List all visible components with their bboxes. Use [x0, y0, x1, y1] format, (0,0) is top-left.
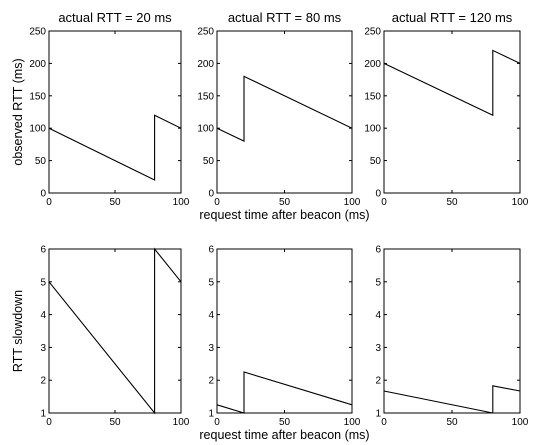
x-tick-label: 0: [214, 197, 220, 208]
plot-frame: [383, 30, 521, 194]
y-tick-label: 6: [208, 245, 214, 256]
x-tick-label: 100: [173, 417, 190, 428]
series-line: [216, 75, 353, 143]
y-tick-label: 200: [197, 59, 214, 70]
x-tick-label: 50: [446, 197, 458, 208]
y-tick-label: 1: [375, 409, 381, 420]
y-tick-label: 3: [40, 343, 46, 354]
plot-frame: [216, 248, 353, 414]
chart-title: actual RTT = 80 ms: [228, 10, 342, 25]
chart-panel-5: 0 50 100 1 2 3 4 5 6 request time after beacon (m…: [199, 245, 369, 443]
chart-panel-3: 0 50 100 0 50 100 150 200 250 actual RTT = 120 ms: [364, 10, 528, 208]
y-tick-label: 250: [29, 27, 46, 38]
y-tick-label: 2: [40, 376, 46, 387]
chart-panel-4: 0 50 100 1 2 3 4 5 6 RTT slowdown: [11, 245, 190, 429]
x-axis-title: request time after beacon (ms): [199, 428, 369, 442]
y-tick-label: 0: [375, 189, 381, 200]
y-axis-title: observed RTT (ms): [11, 58, 25, 165]
y-tick-label: 3: [375, 343, 381, 354]
y-tick-label: 100: [29, 124, 46, 135]
x-tick-label: 50: [279, 417, 291, 428]
y-tick-label: 200: [29, 59, 46, 70]
x-tick-label: 0: [46, 197, 52, 208]
y-tick-label: 5: [208, 277, 214, 288]
x-tick-label: 100: [512, 417, 529, 428]
y-tick-label: 5: [40, 277, 46, 288]
y-tick-label: 3: [208, 343, 214, 354]
y-tick-label: 200: [364, 59, 381, 70]
x-tick-label: 50: [446, 417, 458, 428]
y-tick-label: 4: [40, 310, 46, 321]
x-tick-label: 0: [381, 197, 387, 208]
y-tick-label: 6: [375, 245, 381, 256]
series-line: [383, 49, 521, 117]
y-tick-label: 250: [364, 27, 381, 38]
x-tick-label: 100: [512, 197, 529, 208]
y-tick-label: 50: [203, 156, 215, 167]
y-tick-label: 2: [375, 376, 381, 387]
y-tick-label: 100: [364, 124, 381, 135]
y-tick-label: 1: [208, 409, 214, 420]
x-tick-label: 0: [46, 417, 52, 428]
y-tick-label: 4: [208, 310, 214, 321]
x-tick-label: 0: [381, 417, 387, 428]
y-tick-label: 6: [40, 245, 46, 256]
plot-frame: [216, 30, 353, 194]
y-tick-label: 150: [29, 91, 46, 102]
plot-frame: [48, 30, 182, 194]
y-tick-label: 250: [197, 27, 214, 38]
x-tick-label: 100: [173, 197, 190, 208]
x-tick-label: 50: [109, 417, 121, 428]
y-tick-label: 5: [375, 277, 381, 288]
y-tick-label: 1: [40, 409, 46, 420]
y-tick-label: 100: [197, 124, 214, 135]
y-tick-label: 0: [208, 189, 214, 200]
x-tick-label: 50: [279, 197, 291, 208]
series-line: [48, 247, 182, 415]
y-tick-label: 150: [197, 91, 214, 102]
x-tick-label: 0: [214, 417, 220, 428]
chart-title: actual RTT = 120 ms: [392, 10, 513, 25]
series-line: [216, 371, 353, 414]
y-tick-label: 0: [40, 189, 46, 200]
x-tick-label: 100: [344, 197, 361, 208]
chart-panel-6: 0 50 100 1 2 3 4 5 6: [375, 245, 528, 429]
chart-panel-1: 0 50 100 0 50 100 150 200 250 actual RTT = 20 ms o…: [11, 10, 190, 208]
chart-title: actual RTT = 20 ms: [58, 10, 172, 25]
y-tick-label: 150: [364, 91, 381, 102]
series-line: [48, 114, 182, 181]
chart-panel-2: 0 50 100 0 50 100 150 200 250 actual RTT = 80 ms r…: [197, 10, 369, 222]
plot-frame: [48, 248, 182, 414]
plot-frame: [383, 248, 521, 414]
y-tick-label: 2: [208, 376, 214, 387]
x-tick-label: 50: [109, 197, 121, 208]
y-tick-label: 50: [370, 156, 382, 167]
y-tick-label: 50: [35, 156, 47, 167]
y-axis-title: RTT slowdown: [11, 290, 25, 372]
x-axis-title: request time after beacon (ms): [199, 208, 369, 222]
x-tick-label: 100: [344, 417, 361, 428]
series-line: [383, 385, 521, 414]
y-tick-label: 4: [375, 310, 381, 321]
